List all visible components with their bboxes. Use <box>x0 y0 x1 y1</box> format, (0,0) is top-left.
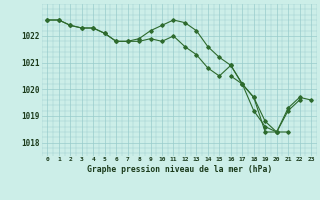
X-axis label: Graphe pression niveau de la mer (hPa): Graphe pression niveau de la mer (hPa) <box>87 165 272 174</box>
